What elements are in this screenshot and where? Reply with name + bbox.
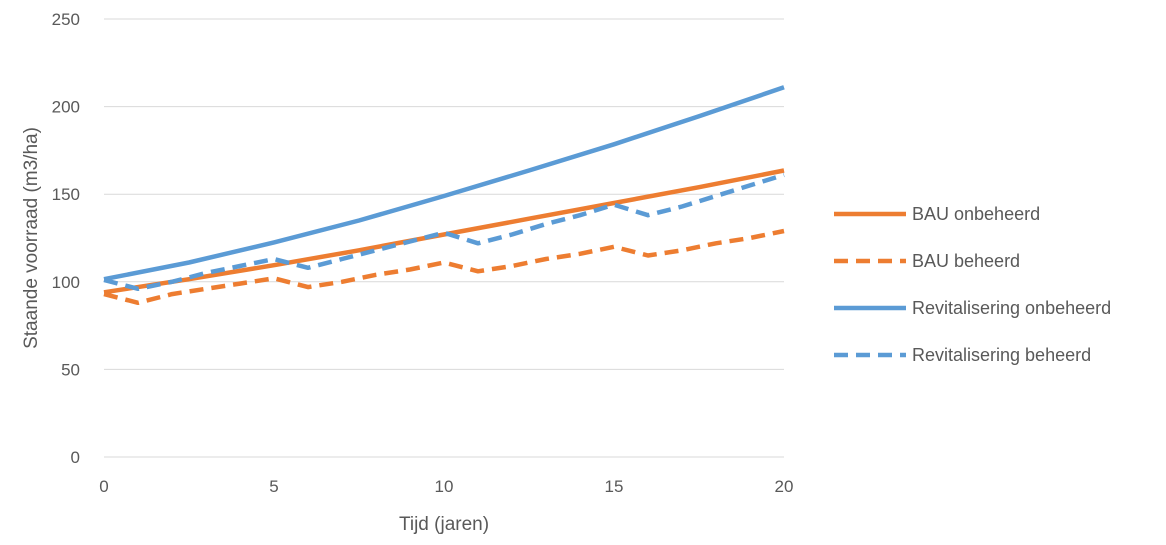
y-tick-label: 200 [52, 98, 80, 117]
series-line-4 [103, 172, 785, 292]
x-tick-label: 20 [775, 477, 794, 496]
series-lines [103, 85, 785, 306]
legend-label: BAU beheerd [912, 251, 1020, 271]
series-line-2 [103, 228, 785, 306]
legend-label: BAU onbeheerd [912, 204, 1040, 224]
legend-label: Revitalisering onbeheerd [912, 298, 1111, 318]
x-tick-label: 10 [435, 477, 454, 496]
legend: BAU onbeheerd BAU beheerd Revitalisering o… [834, 204, 1111, 365]
legend-label: Revitalisering beheerd [912, 345, 1091, 365]
y-axis-title: Staande voorraad (m3/ha) [21, 127, 42, 349]
y-axis-tick-labels: 0 50 100 150 200 250 [52, 10, 80, 467]
y-tick-label: 250 [52, 10, 80, 29]
y-tick-label: 100 [52, 273, 80, 292]
x-axis-tick-labels: 0 5 10 15 20 [99, 477, 793, 496]
gridlines [104, 18, 784, 458]
y-tick-label: 150 [52, 185, 80, 204]
y-tick-label: 0 [71, 448, 80, 467]
series-line-1 [103, 168, 785, 295]
x-axis-title: Tijd (jaren) [399, 514, 489, 535]
series-line-3 [103, 85, 785, 282]
x-tick-label: 5 [269, 477, 278, 496]
y-tick-label: 50 [61, 360, 80, 379]
x-tick-label: 0 [99, 477, 108, 496]
x-tick-label: 15 [605, 477, 624, 496]
